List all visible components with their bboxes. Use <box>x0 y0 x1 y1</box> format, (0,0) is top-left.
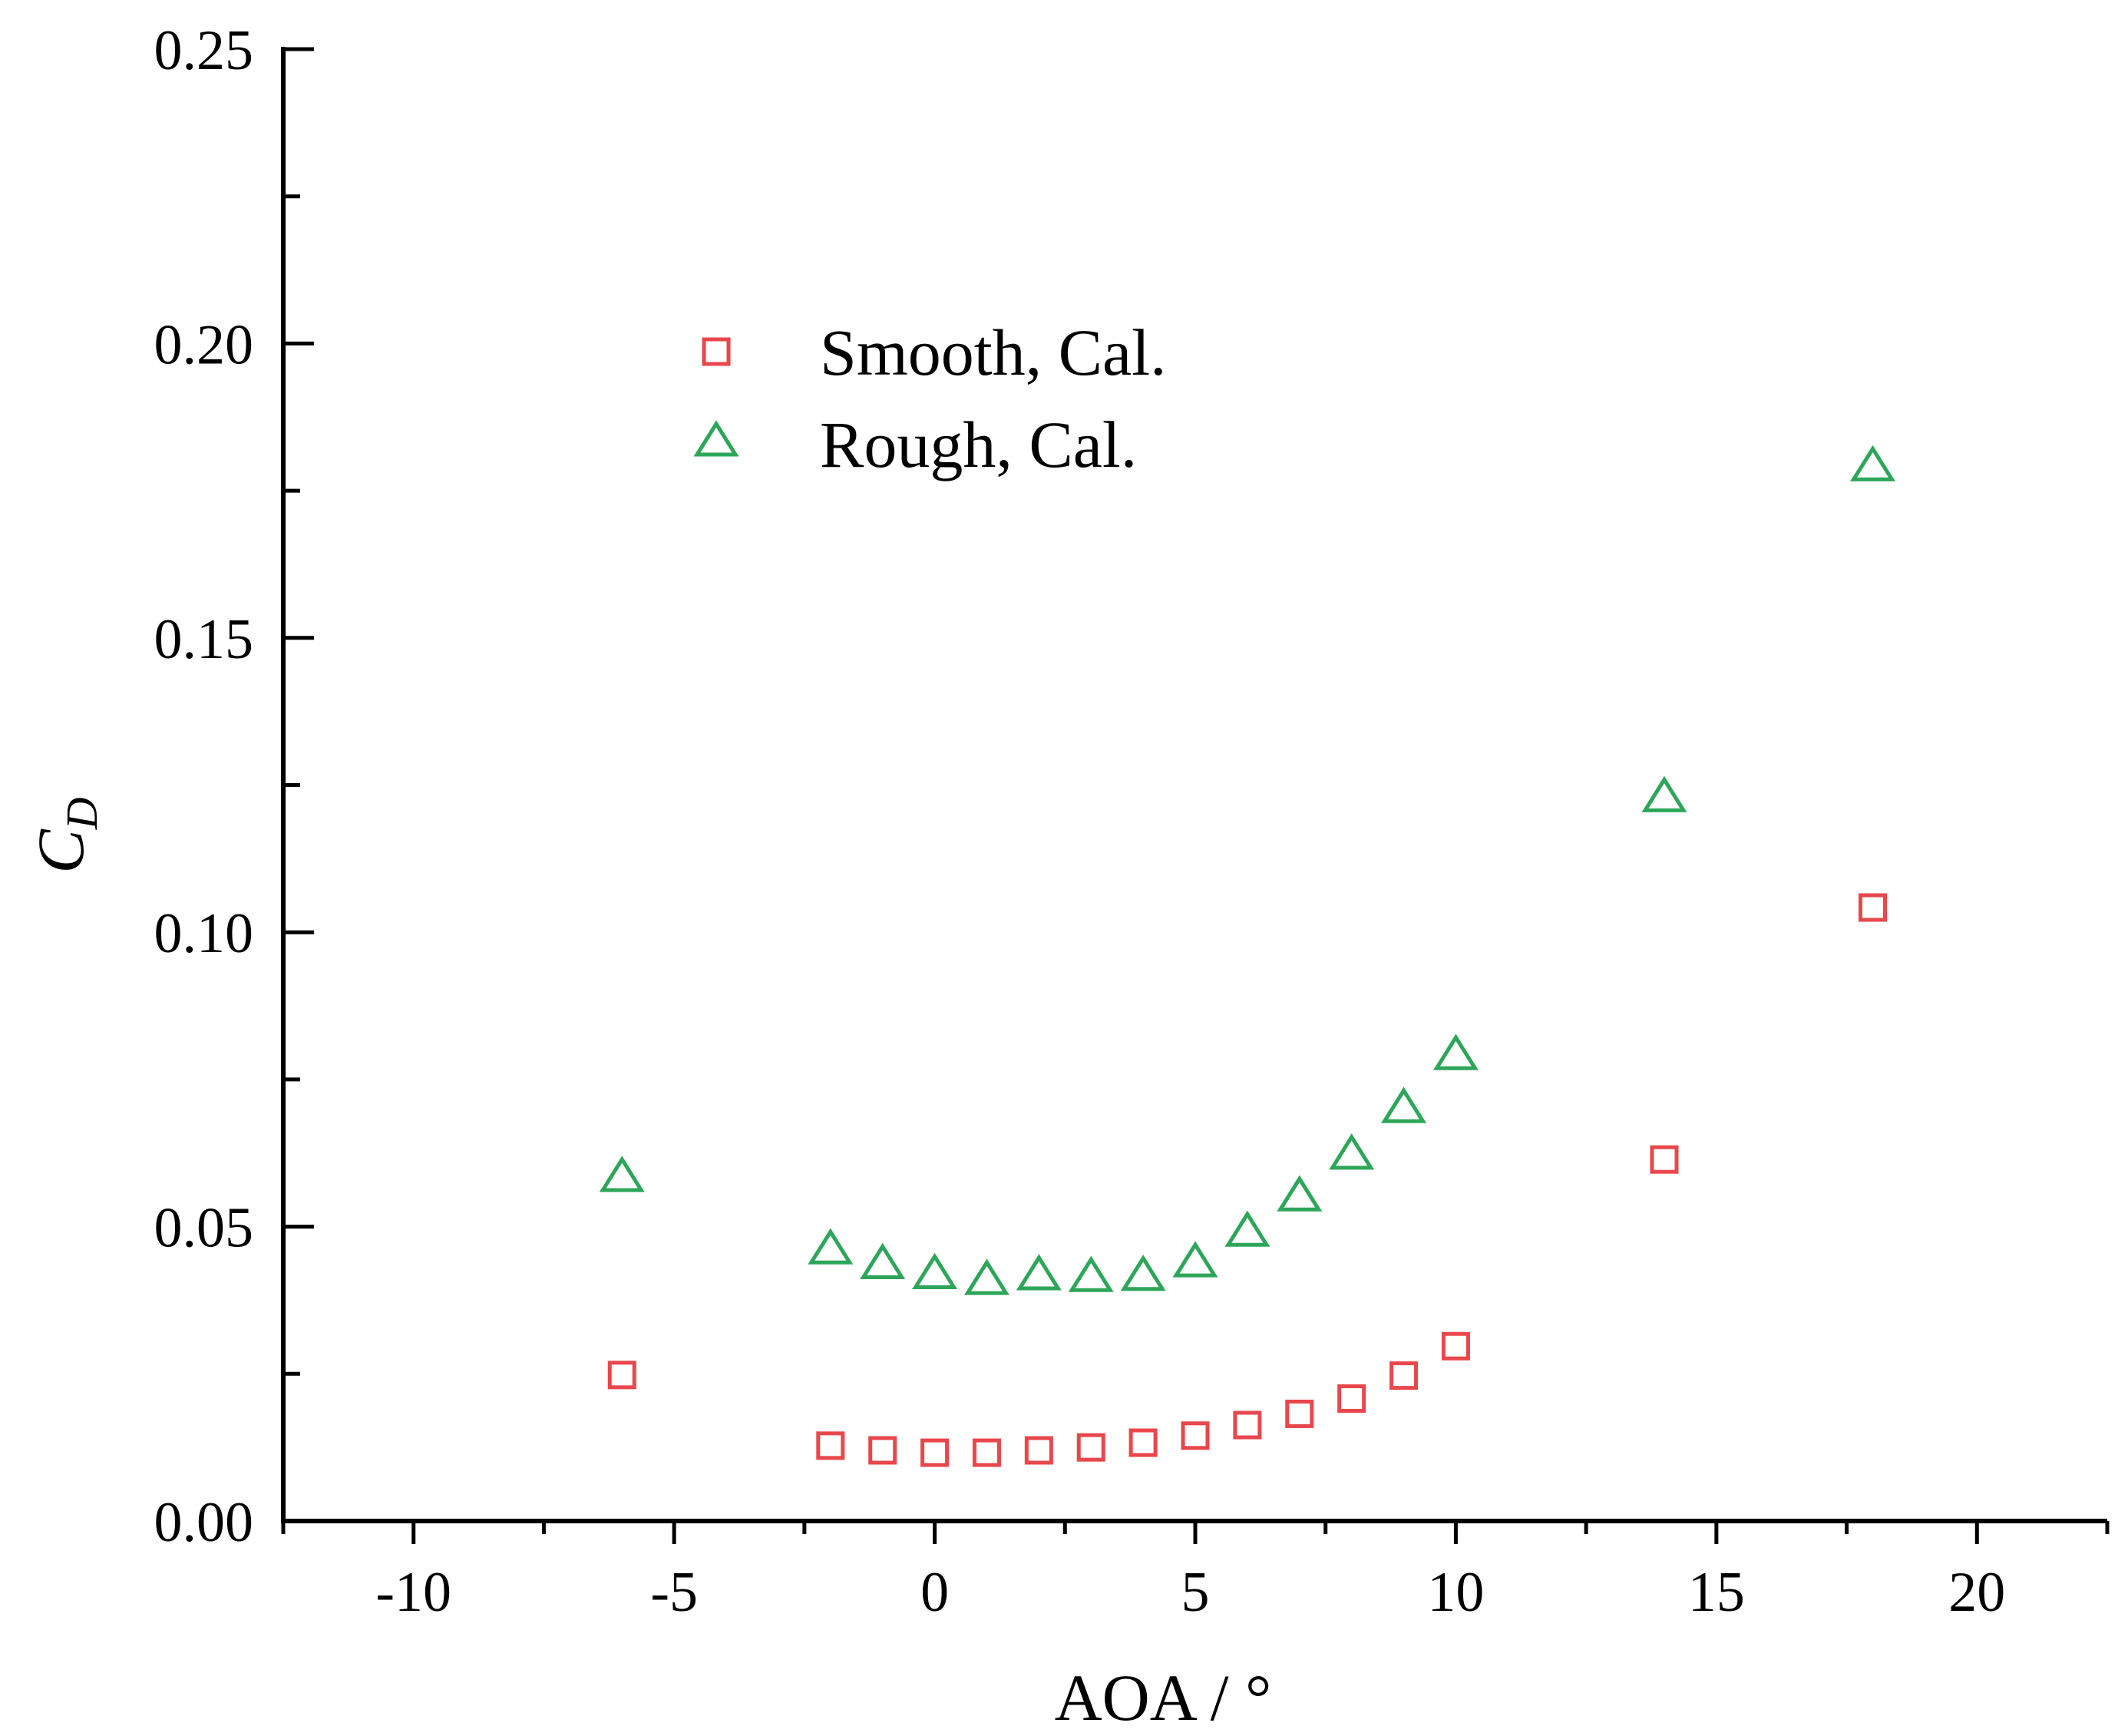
y-tick-label: 0.00 <box>154 1491 254 1554</box>
rough-data-point <box>1016 1254 1062 1291</box>
smooth-data-point <box>816 1431 845 1460</box>
smooth-data-point <box>972 1438 1001 1467</box>
y-tick-label: 0.10 <box>154 902 254 965</box>
rough-data-point <box>860 1242 906 1279</box>
rough-data-point <box>1850 445 1896 481</box>
smooth-data-point <box>868 1436 897 1465</box>
smooth-data-point <box>1024 1436 1053 1465</box>
rough-data-point <box>1120 1255 1166 1291</box>
y-axis-label: CD <box>24 797 107 873</box>
y-axis-label-subscript: D <box>57 797 107 830</box>
series-triangle-group <box>599 445 1896 1295</box>
smooth-data-point <box>1650 1145 1679 1174</box>
smooth-data-point <box>1285 1399 1314 1428</box>
smooth-data-point <box>1128 1428 1158 1457</box>
y-tick-label: 0.20 <box>154 313 254 376</box>
smooth-data-point <box>1076 1433 1105 1462</box>
y-tick-label: 0.05 <box>154 1197 254 1260</box>
rough-data-point <box>1172 1241 1218 1278</box>
smooth-data-point <box>1337 1384 1366 1414</box>
x-tick-label: 0 <box>920 1561 949 1624</box>
legend-marker-rough <box>693 420 739 457</box>
x-tick-label: 15 <box>1688 1561 1745 1624</box>
smooth-data-point <box>1859 893 1888 922</box>
smooth-data-point <box>1441 1331 1470 1361</box>
rough-data-point <box>599 1156 645 1192</box>
rough-data-point <box>1329 1133 1375 1170</box>
smooth-data-point <box>607 1361 636 1390</box>
rough-data-point <box>1277 1175 1323 1212</box>
legend-label: Smooth, Cal. <box>820 316 1167 389</box>
rough-data-point <box>1381 1086 1427 1123</box>
y-tick-label: 0.15 <box>154 608 254 671</box>
series-square-group <box>607 893 1888 1467</box>
x-axis-label: AOA / ° <box>1055 1661 1272 1734</box>
rough-data-point <box>808 1228 854 1265</box>
smooth-data-point <box>1181 1421 1210 1450</box>
tick-marks <box>281 47 2110 1544</box>
smooth-data-point <box>920 1438 950 1467</box>
rough-data-point <box>1224 1210 1270 1247</box>
y-tick-label: 0.25 <box>154 19 254 82</box>
rough-data-point <box>963 1258 1009 1295</box>
rough-data-point <box>912 1252 958 1289</box>
y-axis-label-main: C <box>24 828 97 874</box>
smooth-data-point <box>1233 1410 1262 1440</box>
x-tick-label: -10 <box>375 1561 451 1624</box>
legend-label: Rough, Cal. <box>820 408 1137 481</box>
x-tick-label: 20 <box>1948 1561 2005 1624</box>
legend-marker-smooth <box>702 337 731 366</box>
rough-data-point <box>1641 775 1687 812</box>
rough-data-point <box>1068 1255 1114 1292</box>
x-tick-label: -5 <box>650 1561 698 1624</box>
axes <box>281 47 2107 1523</box>
x-tick-label: 5 <box>1181 1561 1210 1624</box>
rough-data-point <box>1432 1033 1479 1070</box>
x-tick-label: 10 <box>1427 1561 1484 1624</box>
legend: Smooth, Cal. Rough, Cal. <box>693 316 1167 481</box>
data-points <box>599 445 1896 1467</box>
smooth-data-point <box>1389 1361 1419 1390</box>
tick-labels: -10 -5 0 5 10 15 20 0.00 0.05 0.10 0.15 0.20 0.25 <box>154 19 2006 1624</box>
